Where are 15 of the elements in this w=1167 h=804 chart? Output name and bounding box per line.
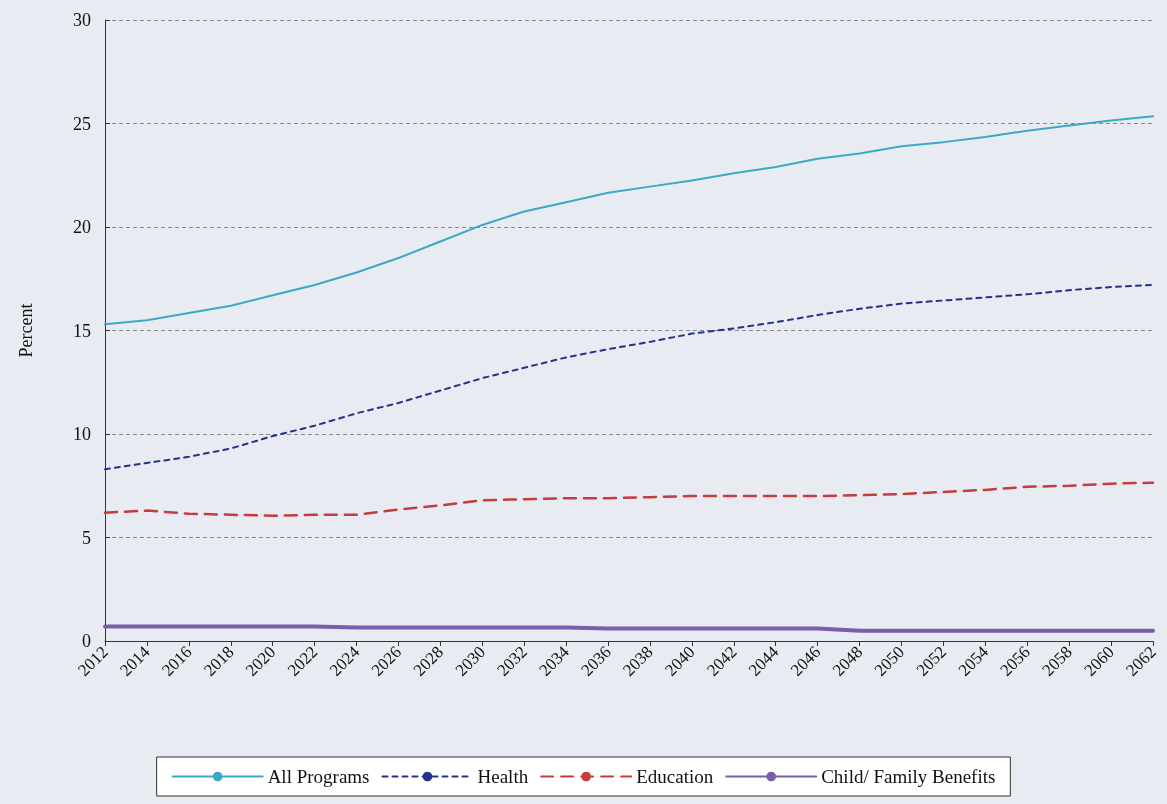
y-tick-label: 0 xyxy=(82,631,91,651)
y-tick-label: 30 xyxy=(73,10,91,30)
line-series xyxy=(104,115,1154,326)
y-tick-label: 10 xyxy=(73,424,91,444)
y-tick-label: 15 xyxy=(73,320,91,341)
legend-label: All Programs xyxy=(267,766,370,787)
legend-label: Child/ Family Benefits xyxy=(821,766,996,787)
line-series xyxy=(104,283,1154,471)
y-tick-label: 20 xyxy=(73,217,91,237)
y-axis-title: Percent xyxy=(16,303,36,358)
y-tick-label: 25 xyxy=(73,113,91,134)
legend-label: Health xyxy=(477,766,529,787)
line-series xyxy=(103,481,1155,518)
y-tick-label: 5 xyxy=(82,527,91,548)
legend-label: Education xyxy=(636,766,714,787)
